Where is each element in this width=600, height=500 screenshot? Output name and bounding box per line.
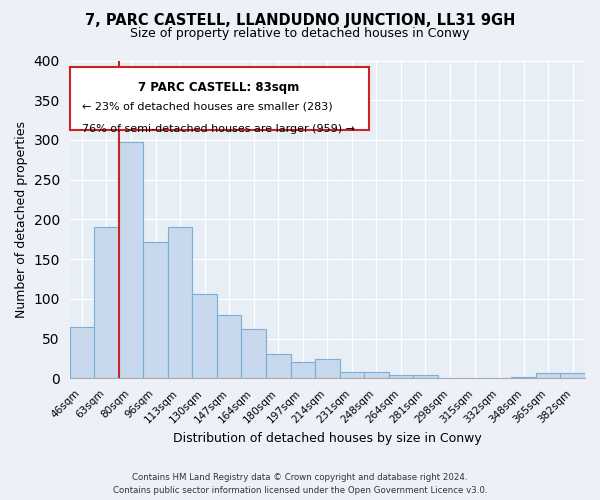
Bar — [168, 228, 193, 378]
Bar — [340, 372, 364, 378]
X-axis label: Distribution of detached houses by size in Conwy: Distribution of detached houses by size … — [173, 432, 482, 445]
Text: 7, PARC CASTELL, LLANDUDNO JUNCTION, LL31 9GH: 7, PARC CASTELL, LLANDUDNO JUNCTION, LL3… — [85, 12, 515, 28]
Y-axis label: Number of detached properties: Number of detached properties — [15, 121, 28, 318]
Bar — [94, 228, 119, 378]
Bar — [217, 315, 241, 378]
Text: Size of property relative to detached houses in Conwy: Size of property relative to detached ho… — [130, 28, 470, 40]
Bar — [70, 327, 94, 378]
Bar — [560, 373, 585, 378]
Bar — [193, 294, 217, 378]
Bar — [119, 142, 143, 378]
Bar — [389, 374, 413, 378]
Bar — [143, 242, 168, 378]
Bar — [266, 354, 290, 378]
Bar — [290, 362, 315, 378]
Bar — [241, 329, 266, 378]
Bar — [364, 372, 389, 378]
Bar — [315, 358, 340, 378]
Text: Contains HM Land Registry data © Crown copyright and database right 2024.
Contai: Contains HM Land Registry data © Crown c… — [113, 473, 487, 495]
Bar — [536, 373, 560, 378]
Bar — [413, 376, 438, 378]
Bar — [511, 377, 536, 378]
